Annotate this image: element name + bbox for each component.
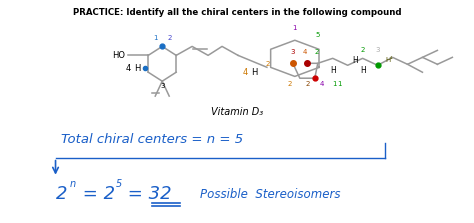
Text: 5: 5 [115,179,122,189]
Text: 4: 4 [242,68,247,77]
Text: Vitamin D₃: Vitamin D₃ [211,107,263,117]
Text: 1: 1 [292,25,297,31]
Text: 3: 3 [160,83,164,89]
Text: = 32: = 32 [122,186,172,203]
Text: 2: 2 [315,49,319,55]
Text: 2: 2 [266,61,270,67]
Text: 1: 1 [332,81,337,87]
Text: H: H [330,66,336,75]
Text: 2: 2 [306,81,310,87]
Text: n: n [70,179,76,189]
Text: 4: 4 [302,49,307,55]
Text: H: H [251,68,257,77]
Text: 2: 2 [288,81,292,87]
Text: PRACTICE: Identify all the chiral centers in the following compound: PRACTICE: Identify all the chiral center… [73,8,401,17]
Text: Possible  Stereoisomers: Possible Stereoisomers [200,188,341,201]
Text: 3: 3 [291,49,295,55]
Text: 2: 2 [168,35,173,41]
Text: 5: 5 [316,33,320,39]
Text: 3: 3 [375,47,380,53]
Text: H: H [352,56,357,65]
Text: 4: 4 [319,81,324,87]
Text: Total chiral centers = n = 5: Total chiral centers = n = 5 [61,133,243,146]
Text: 4: 4 [126,64,131,73]
Text: 1: 1 [153,35,157,41]
Text: = 2: = 2 [77,186,116,203]
Text: H: H [360,66,365,75]
Text: HO: HO [112,51,125,60]
Text: H: H [134,64,140,73]
Text: 2: 2 [360,47,365,53]
Text: 1: 1 [337,81,342,87]
Text: 2: 2 [55,186,67,203]
Text: H¹: H¹ [385,57,393,63]
